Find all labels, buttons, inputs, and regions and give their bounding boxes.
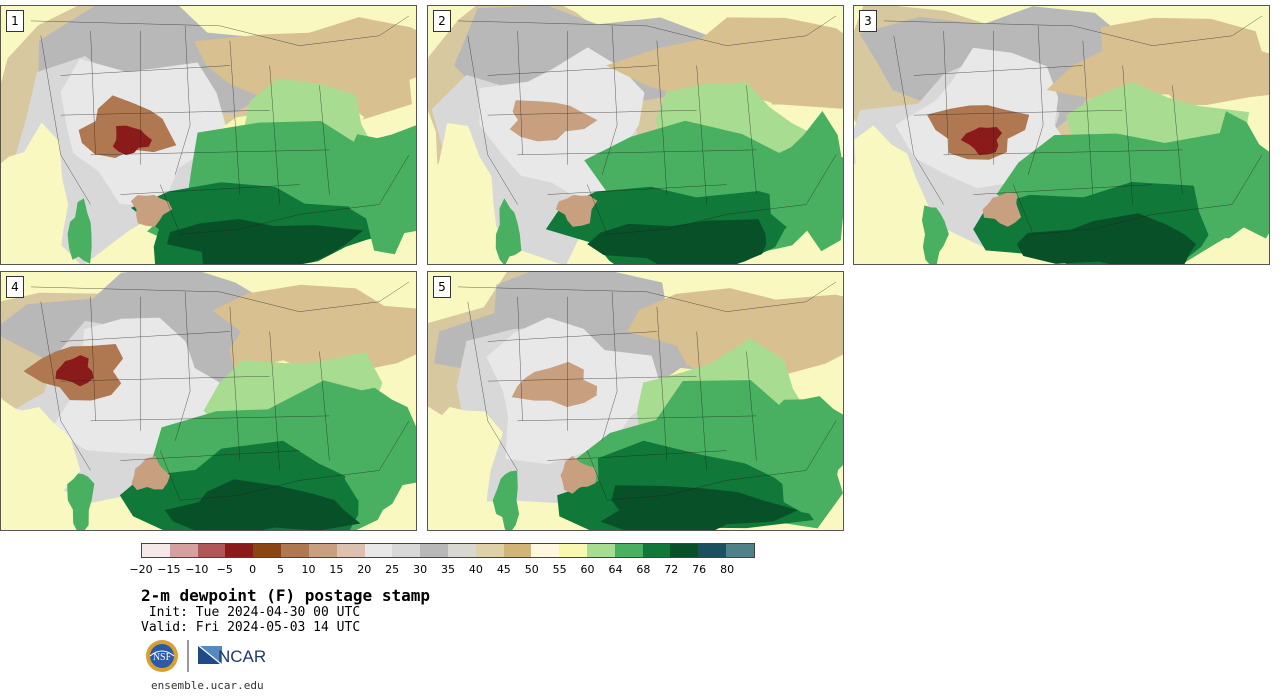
colorbar-tick-label: 80	[720, 563, 735, 576]
colorbar-segment	[169, 544, 198, 557]
colorbar-segment	[726, 544, 754, 557]
colorbar-tick-label: 60	[580, 563, 595, 576]
colorbar	[141, 543, 755, 558]
colorbar-segment	[392, 544, 421, 557]
colorbar-segment	[420, 544, 448, 557]
colorbar-tick-label: 20	[357, 563, 372, 576]
colorbar-tick-label: −15	[157, 563, 181, 576]
colorbar-tick-label: 15	[329, 563, 344, 576]
colorbar-tick-label: 68	[636, 563, 651, 576]
colorbar-segment	[447, 544, 476, 557]
colorbar-segment	[698, 544, 727, 557]
colorbar-tick-label: 72	[664, 563, 679, 576]
colorbar-tick-label: 40	[468, 563, 483, 576]
colorbar-tick-labels: −20 −15 −10 −5 0 5 10 15 20 25 30 35 40 45 50 55 60 64 68 7…	[0, 563, 800, 577]
colorbar-segment	[142, 544, 170, 557]
colorbar-segment	[197, 544, 226, 557]
map-panel-1: 1	[0, 5, 417, 265]
nsf-logo-icon: NSF	[146, 640, 178, 672]
colorbar-tick-label: 50	[524, 563, 539, 576]
valid-time: Valid: Fri 2024-05-03 14 UTC	[141, 620, 361, 635]
colorbar-segment	[475, 544, 504, 557]
colorbar-tick-label: 10	[301, 563, 316, 576]
site-url: ensemble.ucar.edu	[151, 679, 264, 692]
colorbar-tick-label: 25	[385, 563, 400, 576]
colorbar-segment	[531, 544, 560, 557]
map-panel-4: 4	[0, 271, 417, 531]
colorbar-segment	[670, 544, 699, 557]
colorbar-tick-label: 45	[496, 563, 511, 576]
dewpoint-map	[1, 6, 416, 264]
dewpoint-map	[428, 272, 843, 530]
dewpoint-map	[1, 272, 416, 530]
colorbar-tick-label: 5	[277, 563, 285, 576]
colorbar-tick-label: −20	[129, 563, 153, 576]
panel-number-label: 1	[6, 10, 24, 32]
colorbar-segment	[642, 544, 671, 557]
colorbar-tick-label: 35	[441, 563, 455, 576]
dewpoint-map	[854, 6, 1269, 264]
colorbar-tick-label: 0	[249, 563, 257, 576]
colorbar-segment	[559, 544, 587, 557]
init-time: Init: Tue 2024-04-30 00 UTC	[141, 605, 361, 620]
dewpoint-map	[428, 6, 843, 264]
colorbar-segment	[253, 544, 282, 557]
figure-title: 2-m dewpoint (F) postage stamp	[141, 586, 430, 605]
colorbar-segment	[336, 544, 365, 557]
colorbar-tick-label: 55	[552, 563, 567, 576]
logos: NSF NCAR	[144, 638, 284, 674]
panel-number-label: 5	[433, 276, 451, 298]
panel-number-label: 2	[433, 10, 451, 32]
ncar-logo-icon: NCAR	[198, 646, 266, 666]
colorbar-tick-label: 76	[692, 563, 707, 576]
colorbar-tick-label: 30	[413, 563, 428, 576]
panel-number-label: 3	[859, 10, 877, 32]
map-panel-5: 5	[427, 271, 844, 531]
colorbar-segment	[587, 544, 615, 557]
colorbar-tick-label: −5	[216, 563, 233, 576]
colorbar-segment	[308, 544, 337, 557]
colorbar-tick-label: 64	[608, 563, 623, 576]
map-panel-2: 2	[427, 5, 844, 265]
map-panel-3: 3	[853, 5, 1270, 265]
colorbar-segment	[503, 544, 532, 557]
colorbar-segment	[225, 544, 254, 557]
panel-number-label: 4	[6, 276, 24, 298]
ncar-logo-text: NCAR	[218, 647, 266, 666]
nsf-logo-text: NSF	[153, 652, 172, 663]
colorbar-tick-label: −10	[185, 563, 209, 576]
colorbar-segment	[281, 544, 309, 557]
colorbar-segment	[614, 544, 643, 557]
colorbar-segment	[364, 544, 393, 557]
